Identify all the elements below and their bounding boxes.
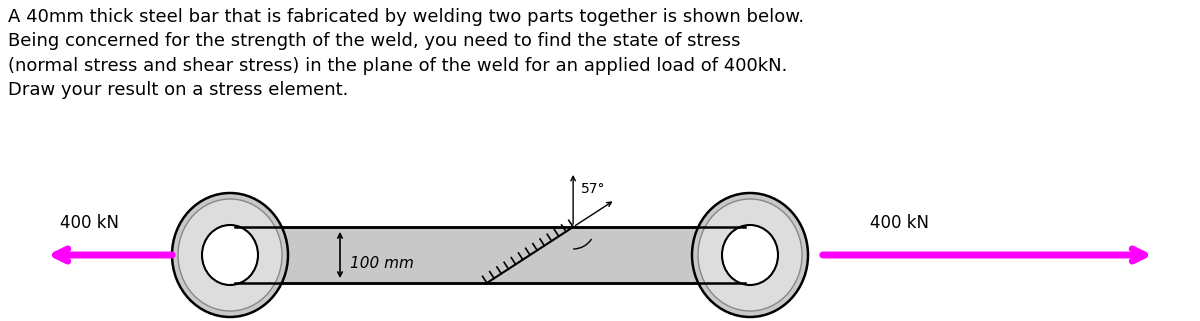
Text: 100 mm: 100 mm: [350, 256, 414, 271]
Text: A 40mm thick steel bar that is fabricated by welding two parts together is shown: A 40mm thick steel bar that is fabricate…: [8, 8, 804, 99]
Ellipse shape: [172, 193, 288, 317]
Ellipse shape: [202, 225, 258, 285]
Ellipse shape: [178, 199, 282, 311]
Ellipse shape: [698, 199, 802, 311]
Text: 400 kN: 400 kN: [60, 214, 119, 232]
Text: 400 kN: 400 kN: [870, 214, 929, 232]
Bar: [235, 227, 745, 283]
Ellipse shape: [692, 193, 808, 317]
Text: 57°: 57°: [581, 182, 606, 196]
Ellipse shape: [722, 225, 778, 285]
